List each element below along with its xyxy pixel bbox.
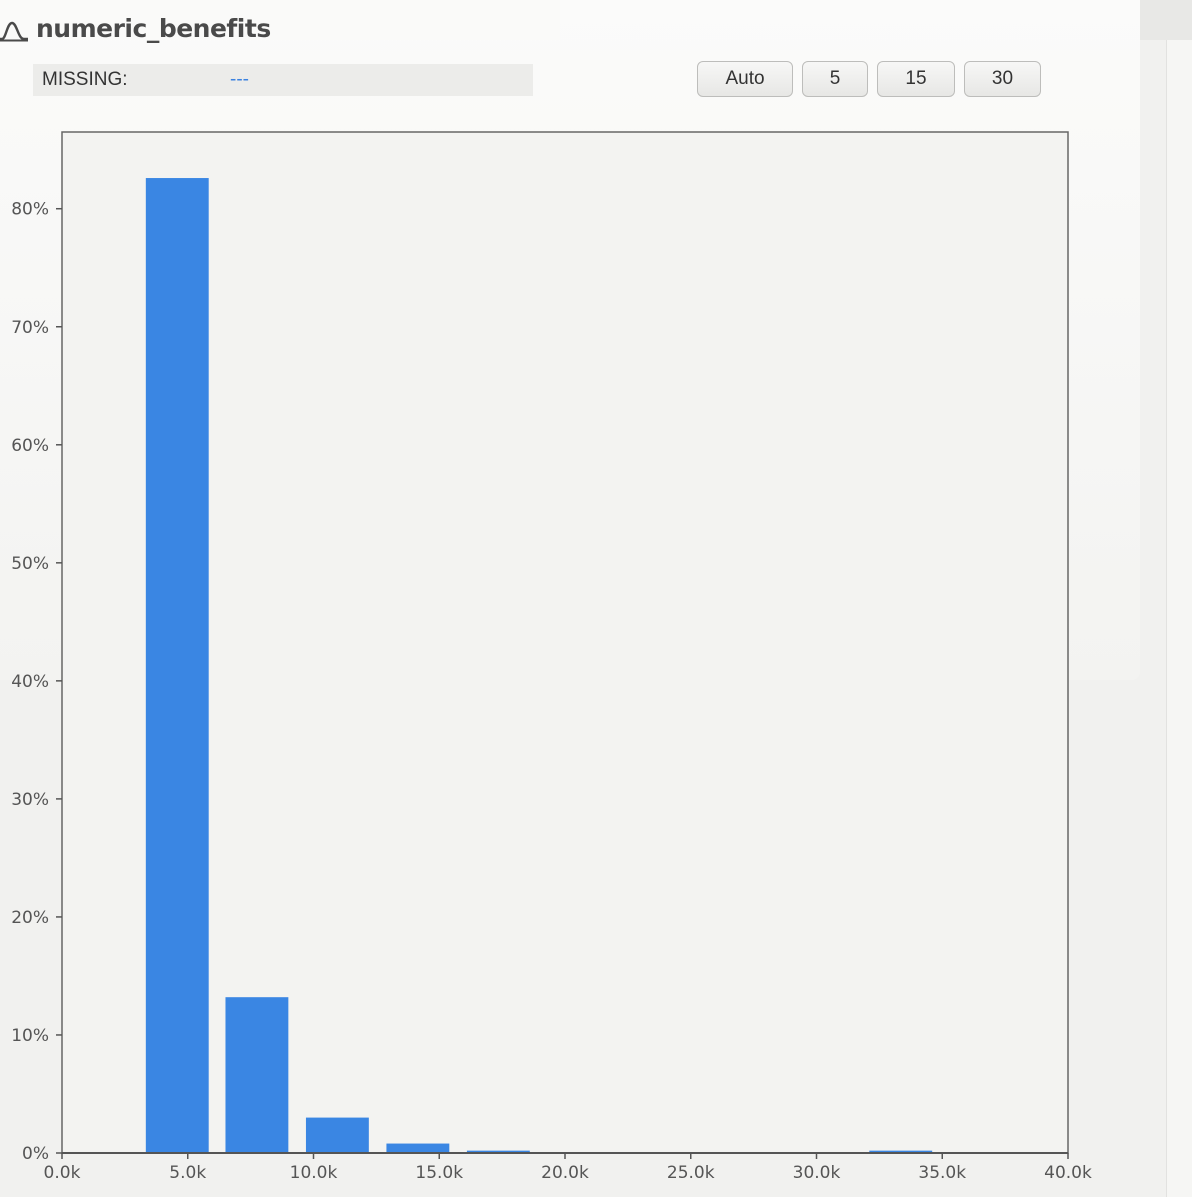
column-title: numeric_benefits xyxy=(36,13,271,43)
x-tick-label: 35.0k xyxy=(918,1163,966,1183)
missing-value: --- xyxy=(230,69,249,90)
title-row: numeric_benefits xyxy=(0,8,271,48)
plot-layer: 0% 10% 20% 30% 40% 50% 60% 70% 80% 0.0k 5.0k 10.0k 1… xyxy=(11,131,1092,1183)
histogram-bar xyxy=(145,178,209,1154)
y-tick-label: 20% xyxy=(11,908,49,928)
x-tick-label: 40.0k xyxy=(1044,1163,1092,1183)
bins-30-button[interactable]: 30 xyxy=(964,61,1041,97)
y-tick-label: 60% xyxy=(11,436,49,456)
adjacent-panel-edge xyxy=(1166,40,1192,1197)
x-tick-label: 10.0k xyxy=(290,1163,338,1183)
x-tick-label: 5.0k xyxy=(169,1163,206,1183)
histogram-bar xyxy=(869,1150,933,1153)
x-tick-label: 25.0k xyxy=(667,1163,715,1183)
y-tick-label: 50% xyxy=(11,554,49,574)
x-tick-label: 0.0k xyxy=(44,1163,81,1183)
distribution-icon xyxy=(0,21,28,42)
x-tick-label: 30.0k xyxy=(793,1163,841,1183)
histogram-bar xyxy=(466,1150,530,1153)
bin-selector: Auto 5 15 30 xyxy=(697,61,1041,97)
panel-tab xyxy=(0,0,560,40)
histogram-bar xyxy=(305,1117,369,1153)
bins-5-button[interactable]: 5 xyxy=(802,61,868,97)
y-tick-label: 80% xyxy=(11,200,49,220)
x-tick-label: 15.0k xyxy=(415,1163,463,1183)
bins-15-button[interactable]: 15 xyxy=(877,61,955,97)
y-tick-label: 10% xyxy=(11,1026,49,1046)
y-tick-label: 0% xyxy=(22,1144,49,1164)
histogram-bar xyxy=(225,997,289,1153)
missing-label: MISSING: xyxy=(42,69,128,90)
bins-auto-button[interactable]: Auto xyxy=(697,61,793,97)
y-tick-label: 70% xyxy=(11,318,49,338)
y-tick-label: 30% xyxy=(11,790,49,810)
missing-summary: MISSING: --- xyxy=(33,64,533,96)
y-tick-label: 40% xyxy=(11,672,49,692)
plot-frame xyxy=(61,131,1069,1154)
histogram-bar xyxy=(386,1143,450,1153)
x-tick-label: 20.0k xyxy=(541,1163,589,1183)
